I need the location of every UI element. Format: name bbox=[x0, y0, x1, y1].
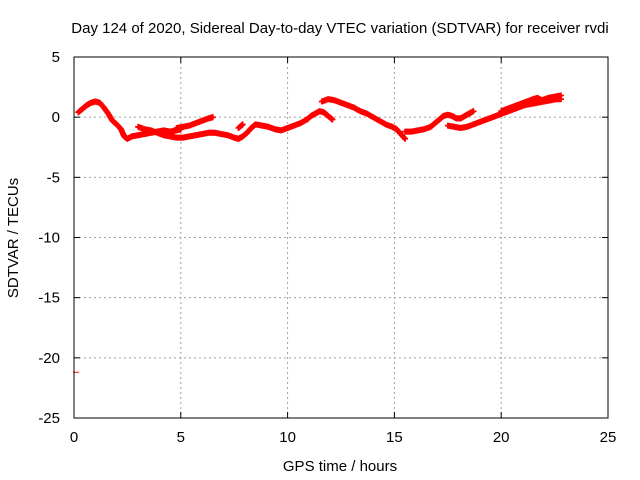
series-segment-3 bbox=[173, 114, 216, 131]
y-tick-label: 5 bbox=[52, 49, 60, 66]
y-tick-label: -25 bbox=[38, 410, 60, 427]
y-tick-label: -15 bbox=[38, 290, 60, 307]
x-tick-label: 5 bbox=[177, 429, 185, 446]
y-tick-label: -20 bbox=[38, 350, 60, 367]
x-tick-label: 25 bbox=[600, 429, 617, 446]
data-point bbox=[239, 121, 246, 128]
y-tick-label: 0 bbox=[52, 109, 60, 126]
data-point bbox=[558, 92, 565, 99]
data-layer bbox=[73, 92, 565, 373]
x-tick-label: 0 bbox=[70, 429, 78, 446]
x-axis-label: GPS time / hours bbox=[283, 458, 397, 475]
y-tick-label: -10 bbox=[38, 230, 60, 247]
tick-labels-layer: 0 5 10 15 20 25 -25 -20 -15 -10 -5 0 5 bbox=[38, 49, 616, 446]
grid-layer bbox=[74, 57, 608, 418]
y-axis-label: SDTVAR / TECUs bbox=[5, 178, 22, 298]
data-point bbox=[329, 116, 336, 123]
ticks-layer bbox=[73, 56, 609, 419]
series-segment-1 bbox=[75, 98, 184, 142]
data-point bbox=[470, 108, 477, 115]
data-point bbox=[402, 135, 409, 142]
series-segment-2 bbox=[135, 108, 336, 142]
x-tick-label: 20 bbox=[493, 429, 510, 446]
x-tick-label: 15 bbox=[386, 429, 403, 446]
series-segment-4 bbox=[235, 121, 246, 131]
series-segment-5 bbox=[318, 96, 409, 142]
series-segment-8 bbox=[498, 92, 565, 115]
x-tick-label: 10 bbox=[279, 429, 296, 446]
chart-title: Day 124 of 2020, Sidereal Day-to-day VTE… bbox=[71, 20, 608, 37]
y-tick-label: -5 bbox=[47, 169, 60, 186]
data-point bbox=[209, 114, 216, 121]
series-segment-6 bbox=[402, 108, 477, 135]
